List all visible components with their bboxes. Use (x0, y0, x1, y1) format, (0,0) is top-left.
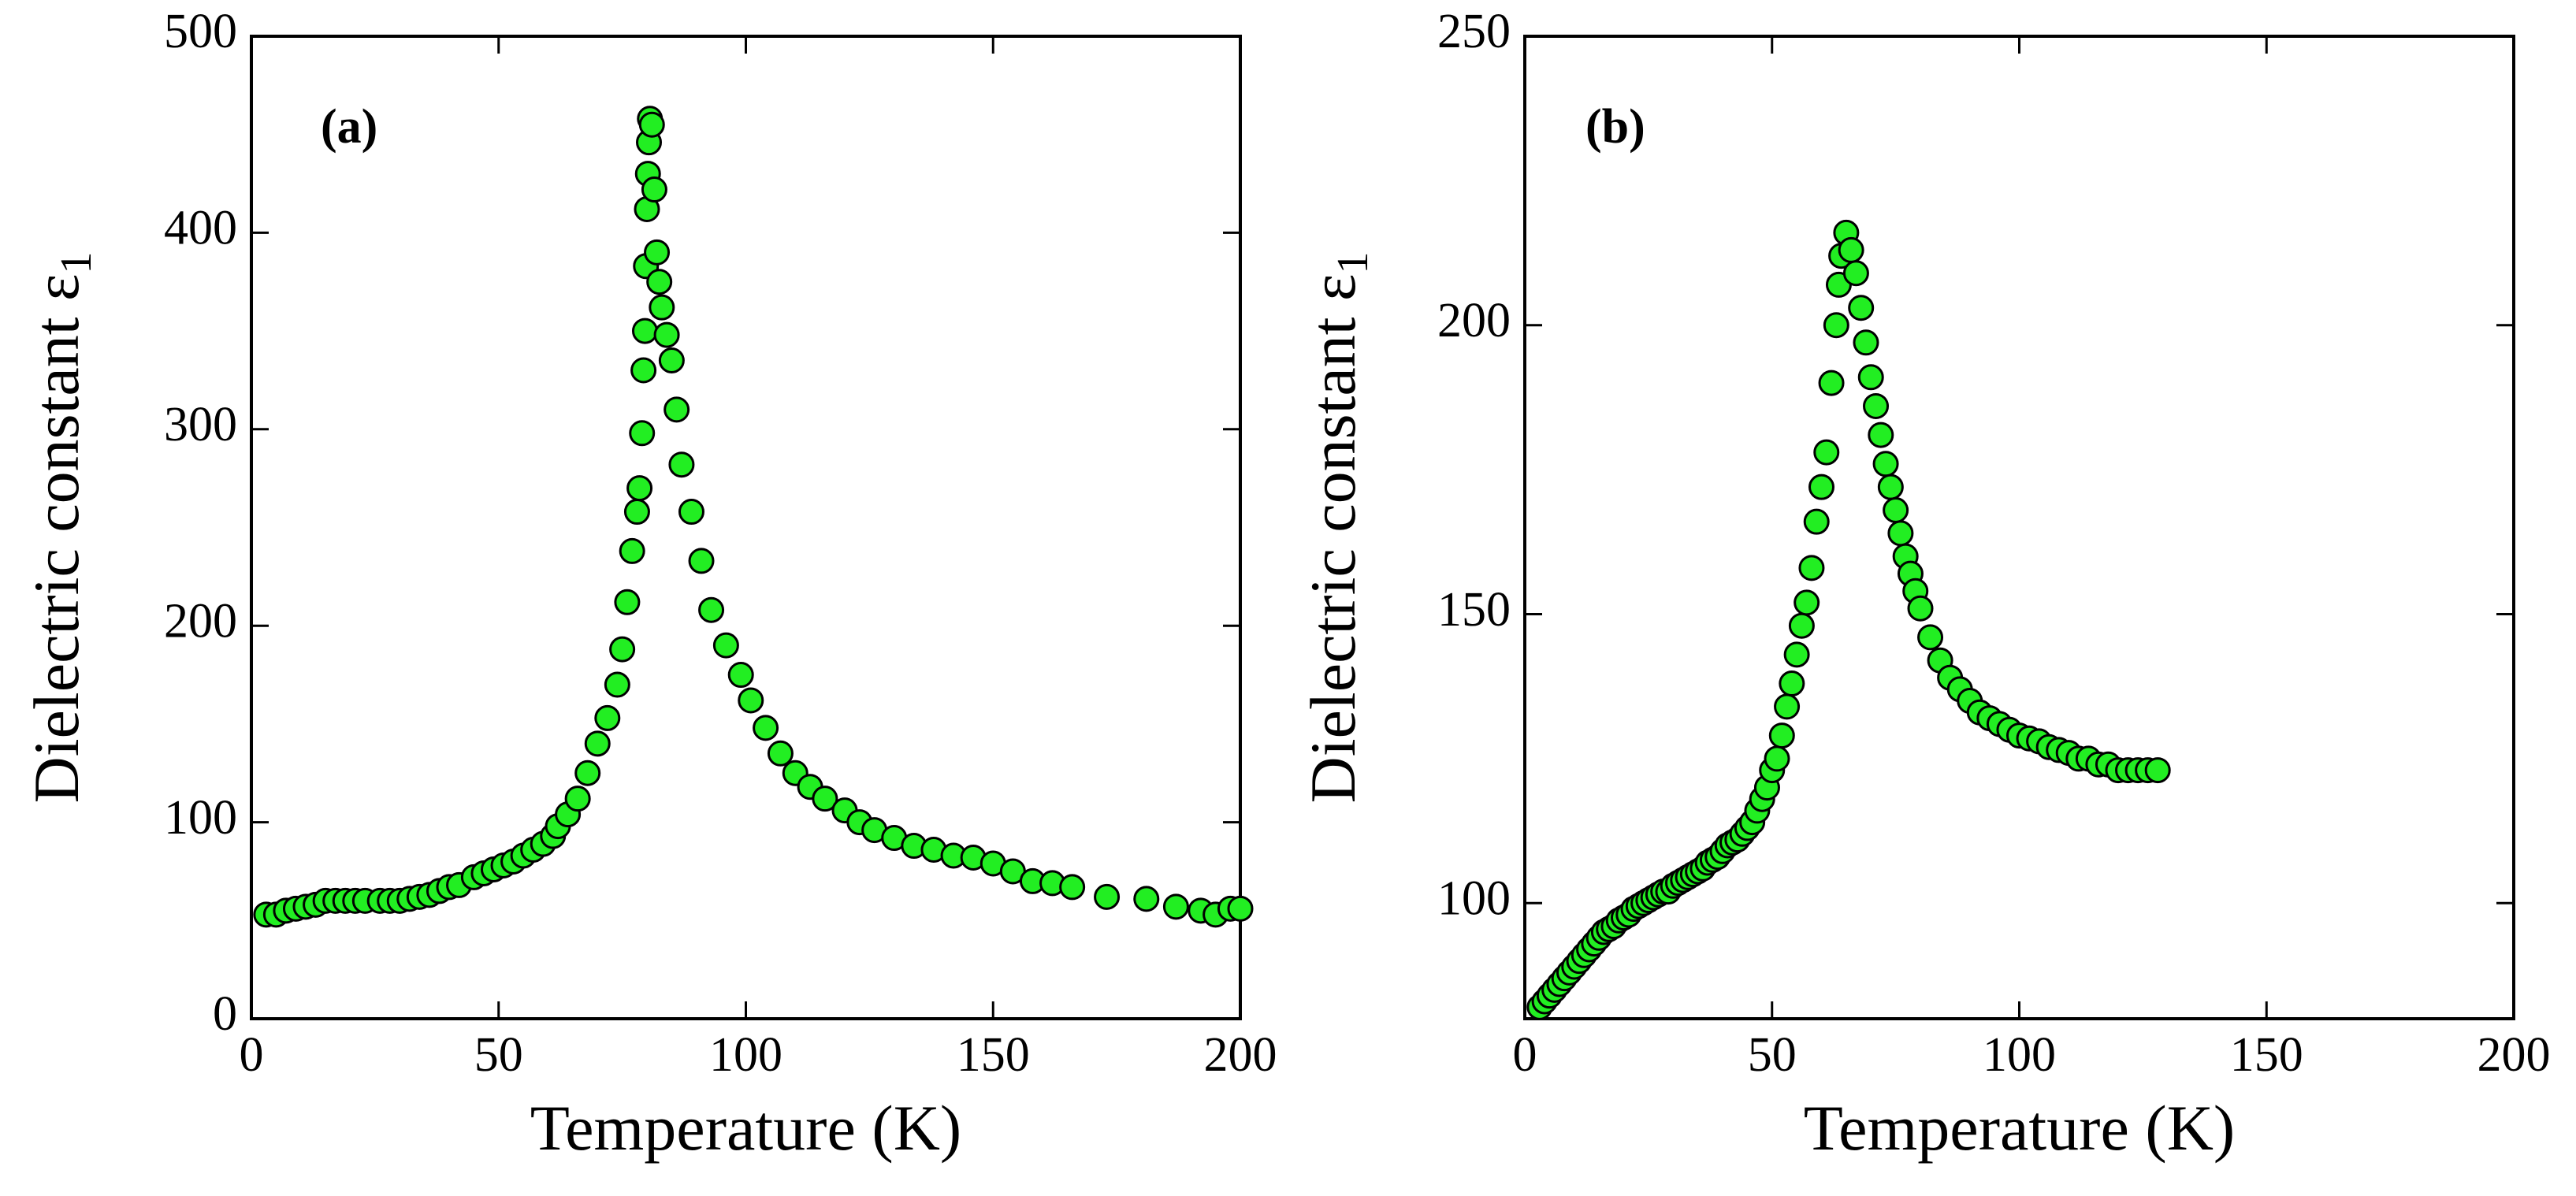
y-tick-label: 300 (164, 398, 237, 451)
data-point (1842, 260, 1869, 287)
data-point (2144, 757, 2171, 784)
annotation: (b) (1585, 100, 1645, 154)
data-point (630, 357, 657, 384)
data-point (1227, 895, 1254, 922)
data-point (1907, 595, 1934, 622)
data-point (631, 318, 658, 344)
y-tick-label: 0 (213, 987, 237, 1041)
data-point (1094, 883, 1121, 910)
data-point (626, 475, 653, 502)
data-point (1803, 508, 1830, 535)
data-point (1838, 236, 1864, 263)
data-point (1813, 439, 1840, 466)
data-point (584, 730, 611, 757)
data-point (574, 760, 601, 786)
data-point (738, 687, 764, 714)
data-point (1059, 874, 1086, 901)
x-tick-label: 200 (1204, 1028, 1277, 1082)
y-tick-label: 200 (164, 594, 237, 648)
data-point (1798, 555, 1825, 581)
y-axis-label-subscript: 1 (52, 252, 101, 274)
data-point (1868, 422, 1894, 448)
annotation: (a) (321, 100, 377, 154)
data-point (668, 451, 695, 478)
data-point (649, 294, 675, 321)
data-point (623, 499, 650, 526)
data-point (629, 420, 656, 447)
data-point (1872, 451, 1899, 477)
data-point (1818, 370, 1845, 396)
y-axis-label: Dielectric constant ε1 (1297, 252, 1377, 804)
x-tick-label: 0 (240, 1028, 264, 1082)
y-tick-label: 400 (164, 202, 237, 255)
data-point (1863, 392, 1890, 419)
data-point (753, 715, 779, 741)
x-axis-label: Temperature (K) (530, 1092, 961, 1164)
x-tick-label: 150 (957, 1028, 1030, 1082)
data-point (1768, 722, 1795, 749)
x-tick-label: 50 (474, 1028, 523, 1082)
data-point (1788, 612, 1815, 639)
data-point (1917, 624, 1944, 651)
data-point (594, 704, 621, 731)
data-point (664, 396, 690, 423)
data-point (644, 239, 671, 266)
data-point (1774, 693, 1801, 720)
y-tick-label: 500 (164, 5, 237, 58)
y-axis-label-main: Dielectric constant ε (20, 274, 92, 804)
x-tick-label: 100 (709, 1028, 782, 1082)
data-point (638, 111, 665, 138)
x-tick-label: 100 (1983, 1028, 2056, 1082)
data-point (1764, 745, 1790, 772)
data-point (604, 671, 630, 698)
y-axis-label-main: Dielectric constant ε (1297, 274, 1369, 804)
data-point (812, 786, 838, 812)
data-point (1133, 886, 1160, 912)
data-point (727, 662, 754, 689)
x-tick-label: 200 (2477, 1028, 2551, 1082)
x-tick-label: 50 (1748, 1028, 1797, 1082)
data-point (1857, 364, 1884, 391)
data-point (614, 589, 641, 615)
data-point (688, 548, 715, 574)
x-tick-label: 150 (2230, 1028, 2303, 1082)
data-point (1848, 295, 1875, 321)
plot-frame (250, 35, 1242, 1020)
y-tick-label: 250 (1437, 5, 1511, 58)
data-point (698, 596, 725, 623)
data-point (1162, 893, 1189, 920)
data-point (564, 786, 591, 812)
data-point (609, 636, 636, 663)
y-tick-label: 100 (1437, 872, 1511, 926)
plot-frame (1523, 35, 2515, 1020)
data-point (1883, 496, 1909, 523)
data-point (678, 499, 704, 526)
data-point (653, 321, 680, 348)
data-point (1808, 474, 1834, 500)
data-point (658, 347, 685, 374)
data-point (1783, 641, 1810, 668)
y-tick-label: 200 (1437, 294, 1511, 347)
x-tick-label: 0 (1513, 1028, 1537, 1082)
data-point (1853, 329, 1879, 356)
x-axis-label: Temperature (K) (1804, 1092, 2235, 1164)
data-point (767, 740, 794, 767)
y-axis-label: Dielectric constant ε1 (20, 252, 101, 804)
data-point (1877, 474, 1904, 500)
data-point (1823, 312, 1849, 339)
y-tick-label: 100 (164, 791, 237, 845)
data-point (712, 632, 739, 659)
data-point (1887, 520, 1914, 547)
data-point (1794, 589, 1820, 616)
y-tick-label: 150 (1437, 583, 1511, 637)
data-point (641, 176, 667, 203)
data-point (646, 269, 673, 295)
data-point (1779, 670, 1805, 697)
data-point (619, 537, 645, 564)
y-axis-label-subscript: 1 (1329, 252, 1377, 274)
